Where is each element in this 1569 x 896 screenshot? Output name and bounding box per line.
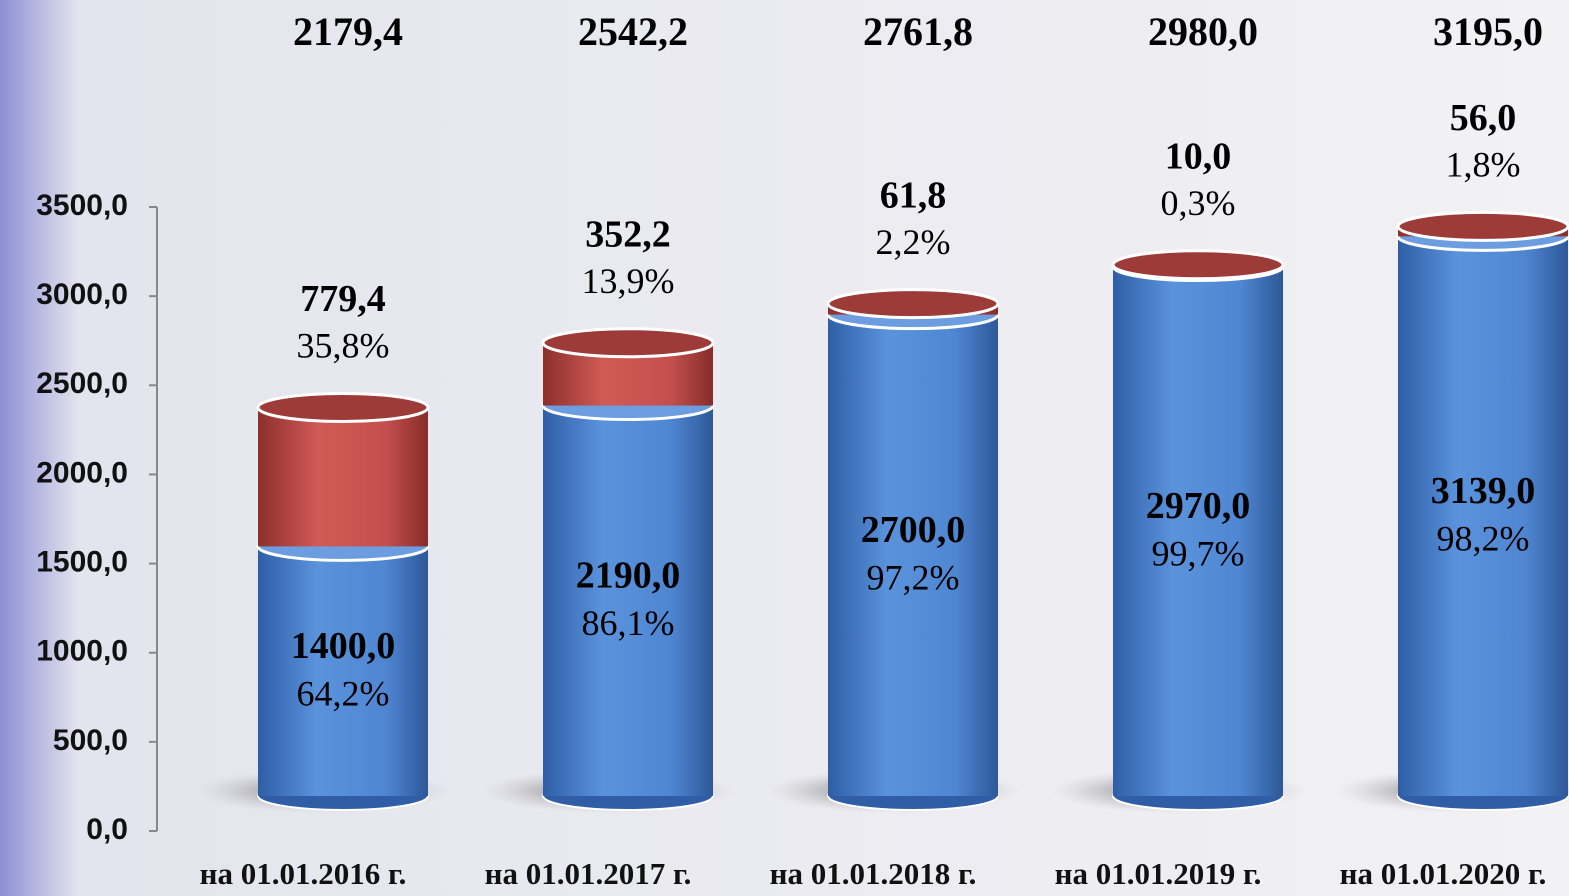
share-label: 98,2% xyxy=(1437,518,1530,558)
cylinder-segment xyxy=(543,405,713,796)
share-label: 2,2% xyxy=(876,222,951,262)
share-label: 64,2% xyxy=(297,673,390,713)
value-label: 61,8 xyxy=(880,174,947,216)
y-tick-label: 500,0 xyxy=(53,724,128,757)
y-tick-label: 2000,0 xyxy=(36,456,128,489)
share-label: 86,1% xyxy=(582,603,675,643)
value-label: 2700,0 xyxy=(861,509,966,551)
x-tick-label: на 01.01.2017 г. xyxy=(485,856,692,891)
share-label: 1,8% xyxy=(1446,145,1521,185)
cylinder-segment xyxy=(1113,266,1283,796)
cylinder-segment xyxy=(258,407,428,547)
value-label: 1400,0 xyxy=(291,625,396,667)
y-tick-label: 2500,0 xyxy=(36,367,128,400)
total-label: 2980,0 xyxy=(1148,9,1258,54)
x-tick-label: на 01.01.2020 г. xyxy=(1340,856,1547,891)
x-tick-label: на 01.01.2018 г. xyxy=(770,856,977,891)
cylinder-segment xyxy=(258,546,428,796)
cylinder-cap xyxy=(1111,249,1285,281)
total-label: 2542,2 xyxy=(578,9,688,54)
cylinder-cap xyxy=(541,327,715,359)
cylinder-segment xyxy=(828,314,998,796)
value-label: 56,0 xyxy=(1450,97,1517,139)
total-label: 3195,0 xyxy=(1433,9,1543,54)
cylinder-cap xyxy=(1396,210,1569,242)
y-tick-label: 1000,0 xyxy=(36,635,128,668)
cylinder-cap xyxy=(256,391,430,423)
y-tick-label: 1500,0 xyxy=(36,545,128,578)
cylinder-segment xyxy=(1398,236,1568,796)
share-label: 35,8% xyxy=(297,326,390,366)
x-tick-label: на 01.01.2016 г. xyxy=(200,856,407,891)
y-tick-label: 3500,0 xyxy=(36,189,128,222)
total-label: 2179,4 xyxy=(293,9,403,54)
share-label: 97,2% xyxy=(867,558,960,598)
total-label: 2761,8 xyxy=(863,9,973,54)
share-label: 13,9% xyxy=(582,261,675,301)
y-tick-label: 3000,0 xyxy=(36,278,128,311)
value-label: 2190,0 xyxy=(576,554,681,596)
cylinder-cap xyxy=(826,288,1000,320)
share-label: 0,3% xyxy=(1161,183,1236,223)
value-label: 3139,0 xyxy=(1431,470,1536,512)
share-label: 99,7% xyxy=(1152,534,1245,574)
value-label: 10,0 xyxy=(1165,135,1232,177)
x-tick-label: на 01.01.2019 г. xyxy=(1055,856,1262,891)
value-label: 779,4 xyxy=(300,278,386,320)
value-label: 2970,0 xyxy=(1146,485,1251,527)
value-label: 352,2 xyxy=(585,213,671,255)
y-tick-label: 0,0 xyxy=(86,813,128,846)
